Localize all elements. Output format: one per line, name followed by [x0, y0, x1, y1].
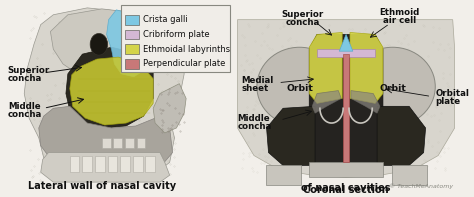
- Polygon shape: [350, 33, 383, 103]
- Polygon shape: [146, 156, 155, 172]
- Text: air cell: air cell: [383, 16, 416, 25]
- Bar: [125, 44, 138, 54]
- Polygon shape: [153, 84, 186, 133]
- Polygon shape: [309, 33, 342, 103]
- Bar: [125, 30, 138, 39]
- Polygon shape: [133, 156, 143, 172]
- Ellipse shape: [90, 33, 108, 55]
- Text: Ethmoid: Ethmoid: [379, 8, 419, 17]
- Text: Crista galli: Crista galli: [143, 15, 187, 24]
- Text: © TeachMeAnatomy: © TeachMeAnatomy: [389, 183, 453, 189]
- Text: Superior: Superior: [8, 66, 50, 75]
- Polygon shape: [70, 57, 153, 125]
- Polygon shape: [70, 156, 80, 172]
- Polygon shape: [107, 10, 153, 77]
- Text: of nasal cavities: of nasal cavities: [301, 183, 391, 193]
- Polygon shape: [137, 138, 146, 148]
- Polygon shape: [41, 153, 170, 182]
- Text: Orbit: Orbit: [379, 84, 406, 93]
- Polygon shape: [102, 138, 110, 148]
- Ellipse shape: [350, 47, 435, 126]
- Polygon shape: [343, 54, 349, 163]
- Bar: [392, 165, 427, 185]
- Bar: [121, 5, 230, 72]
- Polygon shape: [309, 34, 383, 163]
- Polygon shape: [50, 9, 165, 84]
- Text: concha: concha: [8, 110, 42, 119]
- Polygon shape: [339, 34, 353, 51]
- Polygon shape: [66, 47, 153, 128]
- Text: Orbit: Orbit: [286, 84, 313, 93]
- Text: Orbital: Orbital: [435, 89, 469, 98]
- Text: Coronal section: Coronal section: [303, 185, 389, 195]
- Polygon shape: [125, 138, 134, 148]
- Text: concha: concha: [237, 122, 272, 130]
- Polygon shape: [317, 49, 375, 57]
- Bar: [125, 15, 138, 25]
- Polygon shape: [108, 156, 117, 172]
- Text: Middle: Middle: [8, 102, 40, 111]
- Text: Perpendicular plate: Perpendicular plate: [143, 59, 225, 69]
- Polygon shape: [113, 138, 122, 148]
- Bar: [125, 59, 138, 69]
- Polygon shape: [266, 106, 315, 165]
- Polygon shape: [351, 91, 380, 113]
- Bar: [309, 163, 383, 177]
- Bar: [265, 165, 301, 185]
- Polygon shape: [82, 156, 92, 172]
- Text: sheet: sheet: [241, 84, 269, 93]
- Polygon shape: [95, 156, 105, 172]
- Text: Medial: Medial: [241, 76, 273, 85]
- Polygon shape: [120, 156, 130, 172]
- Text: Middle: Middle: [237, 114, 270, 123]
- Text: concha: concha: [285, 18, 319, 27]
- Ellipse shape: [257, 47, 342, 126]
- Polygon shape: [312, 91, 341, 113]
- Text: Ethmoidal labyrinths: Ethmoidal labyrinths: [143, 45, 229, 54]
- Polygon shape: [377, 106, 426, 165]
- Polygon shape: [24, 8, 184, 182]
- Text: Lateral wall of nasal cavity: Lateral wall of nasal cavity: [27, 181, 176, 191]
- Text: plate: plate: [435, 97, 460, 106]
- Polygon shape: [39, 106, 173, 177]
- Text: Cribriform plate: Cribriform plate: [143, 30, 209, 39]
- Polygon shape: [237, 20, 455, 177]
- Text: concha: concha: [8, 74, 42, 83]
- Text: Superior: Superior: [282, 10, 324, 19]
